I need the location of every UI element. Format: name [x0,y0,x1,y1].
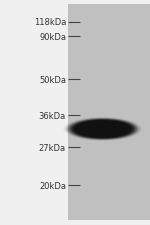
Ellipse shape [73,120,132,138]
Text: 20kDa: 20kDa [39,181,66,190]
Ellipse shape [68,119,137,140]
Text: 27kDa: 27kDa [39,143,66,152]
Ellipse shape [75,121,130,138]
Text: 50kDa: 50kDa [39,75,66,84]
Text: 36kDa: 36kDa [39,111,66,120]
Ellipse shape [72,120,134,139]
Text: 118kDa: 118kDa [34,18,66,27]
Ellipse shape [82,125,124,134]
Bar [68,4,150,220]
Ellipse shape [67,118,139,140]
Ellipse shape [70,119,135,139]
Text: 90kDa: 90kDa [39,33,66,42]
Ellipse shape [65,118,141,141]
